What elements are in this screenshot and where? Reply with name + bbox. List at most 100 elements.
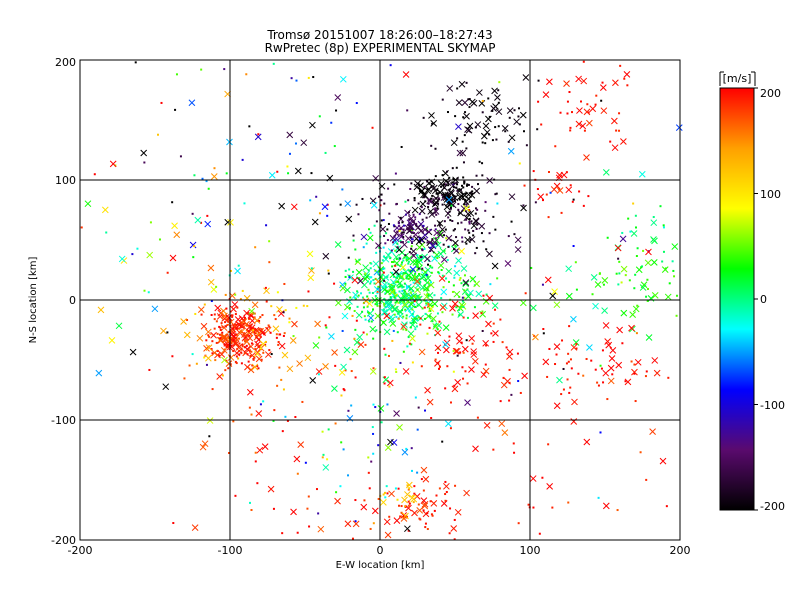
data-point-dot <box>254 451 257 454</box>
data-point-dot <box>458 212 461 215</box>
data-point-cross <box>407 215 415 222</box>
data-point-cross <box>522 74 530 81</box>
data-point-dot <box>296 472 299 475</box>
data-point-dot <box>456 222 459 225</box>
data-point-cross <box>401 496 408 504</box>
data-point-cross <box>553 343 561 350</box>
data-point-dot <box>668 282 671 285</box>
data-point-cross <box>579 122 587 130</box>
data-point-cross <box>485 115 492 123</box>
data-point-dot <box>254 460 257 463</box>
data-point-dot <box>349 296 352 299</box>
x-tick-label: 100 <box>520 544 541 557</box>
data-point-dot <box>402 231 405 234</box>
data-point-dot <box>400 233 403 236</box>
data-point-dot <box>240 362 243 365</box>
data-point-dot <box>597 384 600 387</box>
data-point-cross <box>438 275 446 282</box>
data-point-dot <box>315 488 318 491</box>
data-point-dot <box>326 203 329 206</box>
data-point-dot <box>488 115 491 118</box>
data-point-dot <box>565 362 568 365</box>
data-point-dot <box>569 184 572 187</box>
data-point-dot <box>397 301 400 304</box>
data-point-cross <box>451 300 459 308</box>
data-point-dot <box>402 224 405 227</box>
data-point-cross <box>430 120 438 127</box>
data-point-dot <box>372 403 375 406</box>
data-point-cross <box>397 233 405 241</box>
data-point-cross <box>458 247 466 255</box>
data-point-dot <box>566 112 569 115</box>
data-point-dot <box>226 333 229 336</box>
data-point-cross <box>491 302 499 309</box>
data-point-cross <box>620 309 628 317</box>
data-point-dot <box>392 275 395 278</box>
data-point-dot <box>461 236 464 239</box>
data-point-dot <box>245 73 248 76</box>
data-point-cross <box>414 282 422 289</box>
data-point-cross <box>653 369 661 377</box>
data-point-dot <box>426 241 429 244</box>
data-point-dot <box>497 89 500 92</box>
data-point-dot <box>407 260 410 263</box>
data-point-dot <box>243 339 246 342</box>
x-tick-label: -100 <box>218 544 243 557</box>
data-point-cross <box>382 274 390 281</box>
data-point-cross <box>254 348 262 356</box>
data-point-dot <box>401 289 404 292</box>
data-point-cross <box>234 267 241 275</box>
data-point-cross <box>468 366 475 373</box>
data-point-dot <box>447 212 450 215</box>
data-point-cross <box>501 124 509 132</box>
data-point-dot <box>243 318 246 321</box>
data-point-dot <box>252 358 255 361</box>
data-point-dot <box>330 121 333 124</box>
data-point-cross <box>455 123 462 131</box>
data-point-dot <box>393 313 396 316</box>
data-point-cross <box>455 187 463 195</box>
data-point-dot <box>431 514 434 517</box>
data-point-dot <box>416 428 419 431</box>
data-point-dot <box>235 327 238 330</box>
data-point-dot <box>492 322 495 325</box>
data-point-cross <box>387 438 394 446</box>
data-point-dot <box>403 289 406 292</box>
data-point-dot <box>232 420 235 423</box>
data-point-dot <box>294 416 297 419</box>
data-point-dot <box>326 458 329 461</box>
data-point-dot <box>276 170 279 173</box>
data-point-dot <box>407 504 410 507</box>
data-point-dot <box>382 246 385 249</box>
data-point-dot <box>463 180 466 183</box>
data-point-dot <box>423 317 426 320</box>
data-point-cross <box>276 305 283 313</box>
data-point-dot <box>383 202 386 205</box>
data-point-dot <box>243 202 246 205</box>
data-point-dot <box>225 345 228 348</box>
data-point-dot <box>545 193 548 196</box>
data-point-cross <box>255 355 263 363</box>
data-point-dot <box>384 496 387 499</box>
data-point-dot <box>370 320 373 323</box>
data-point-dot <box>352 234 355 237</box>
data-point-dot <box>391 241 394 244</box>
data-point-dot <box>251 331 254 334</box>
data-point-cross <box>599 84 607 91</box>
data-point-cross <box>650 258 658 266</box>
data-point-dot <box>382 493 385 496</box>
data-point-cross <box>409 266 417 273</box>
data-point-cross <box>402 71 410 78</box>
data-point-dot <box>497 101 500 104</box>
data-point-dot <box>451 290 454 293</box>
data-point-dot <box>633 363 636 366</box>
data-point-dot <box>393 296 396 299</box>
data-point-dot <box>383 376 386 379</box>
data-point-dot <box>389 300 392 303</box>
data-point-dot <box>253 312 256 315</box>
data-point-cross <box>433 251 441 259</box>
data-point-dot <box>438 224 441 227</box>
data-point-cross <box>480 132 488 140</box>
data-point-cross <box>380 498 387 506</box>
data-point-dot <box>527 503 530 506</box>
